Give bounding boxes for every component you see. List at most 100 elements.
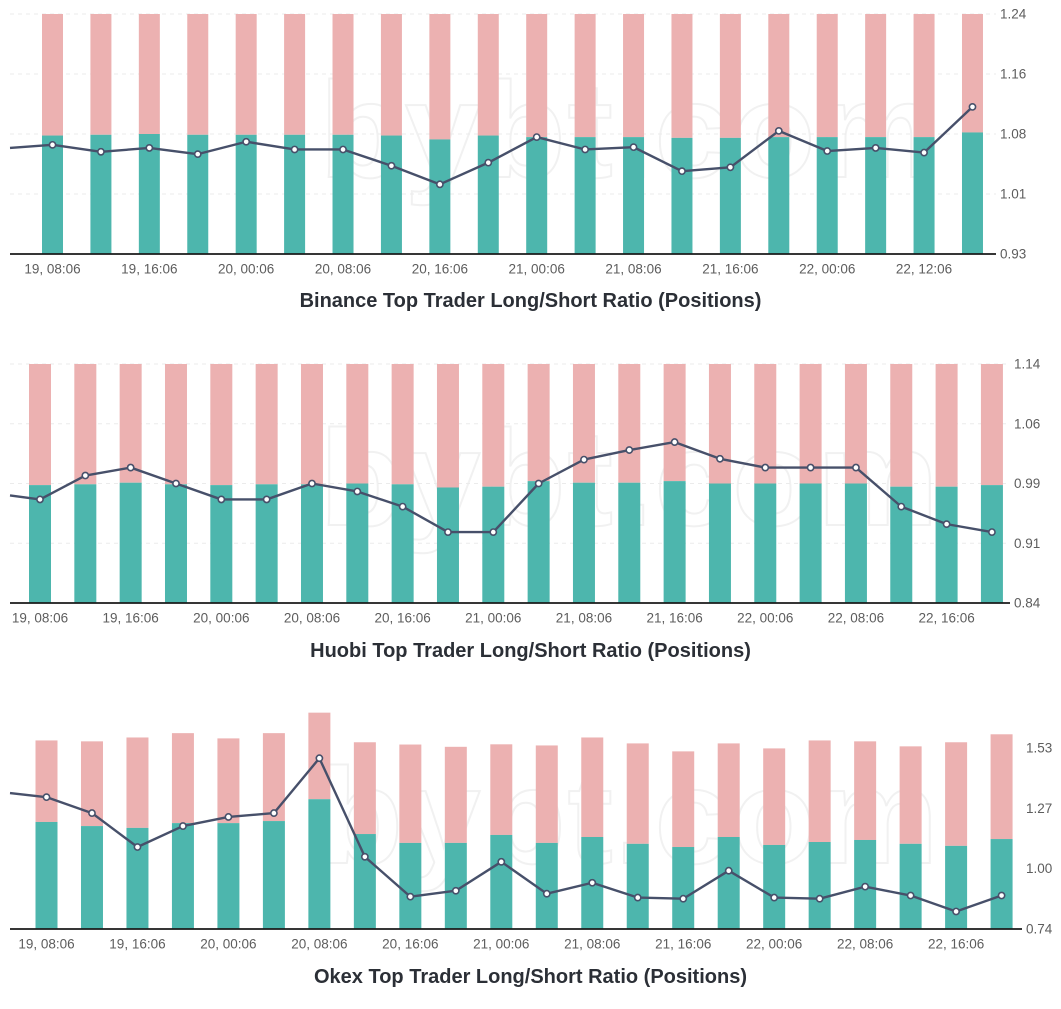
short-bar[interactable] [890, 364, 913, 487]
long-bar[interactable] [865, 137, 887, 254]
short-bar[interactable] [284, 14, 306, 135]
line-marker[interactable] [580, 455, 588, 464]
long-bar[interactable] [380, 135, 402, 254]
line-marker[interactable] [133, 843, 142, 851]
line-marker[interactable] [179, 822, 187, 830]
line-marker[interactable] [726, 163, 735, 172]
line-marker[interactable] [670, 438, 679, 446]
short-bar[interactable] [816, 14, 838, 138]
line-marker[interactable] [145, 144, 154, 152]
line-marker[interactable] [484, 158, 493, 167]
short-bar[interactable] [754, 364, 777, 484]
short-bar[interactable] [444, 746, 467, 843]
long-bar[interactable] [719, 137, 741, 254]
long-bar[interactable] [763, 844, 786, 929]
line-marker[interactable] [588, 878, 597, 887]
long-bar[interactable] [217, 823, 240, 929]
short-bar[interactable] [35, 740, 58, 822]
short-bar[interactable] [255, 364, 278, 485]
long-bar[interactable] [671, 137, 693, 254]
line-marker[interactable] [360, 852, 369, 861]
line-marker[interactable] [224, 813, 233, 821]
line-marker[interactable] [532, 133, 541, 141]
huobi-chart[interactable]: 1.14 1.06 0.99 0.91 0.84 19, 08:06 19, 16:06 20… [9, 357, 1041, 626]
short-bar[interactable] [672, 751, 695, 848]
long-bar[interactable] [708, 483, 731, 604]
line-marker[interactable] [678, 167, 686, 176]
long-bar[interactable] [672, 847, 695, 929]
short-bar[interactable] [913, 14, 935, 138]
line-marker[interactable] [48, 140, 57, 149]
long-bar[interactable] [574, 137, 596, 254]
short-bar[interactable] [980, 364, 1003, 486]
okex-chart[interactable]: 1.53 1.27 1.00 0.74 19, 08:06 19, 16:06 20, 00… [9, 712, 1053, 952]
short-bar[interactable] [346, 364, 369, 484]
short-bar[interactable] [42, 14, 63, 136]
long-bar[interactable] [890, 486, 913, 603]
long-bar[interactable] [477, 135, 499, 254]
long-bar[interactable] [482, 486, 505, 603]
long-bar[interactable] [255, 484, 278, 603]
long-bar[interactable] [29, 485, 51, 603]
long-bar[interactable] [961, 132, 983, 254]
long-bar[interactable] [138, 134, 160, 254]
line-marker[interactable] [81, 471, 90, 480]
long-bar[interactable] [171, 823, 194, 929]
short-bar[interactable] [899, 746, 922, 844]
line-marker[interactable] [871, 144, 880, 152]
short-bar[interactable] [399, 744, 422, 843]
long-bar[interactable] [663, 481, 686, 603]
line-marker[interactable] [36, 495, 44, 504]
short-bar[interactable] [74, 364, 97, 485]
binance-chart[interactable]: 1.24 1.16 1.08 1.01 0.93 19, 08:06 19, 16:06 20… [9, 7, 1027, 277]
short-bar[interactable] [717, 743, 740, 837]
long-bar[interactable] [717, 836, 740, 929]
long-bar[interactable] [572, 482, 595, 603]
line-marker[interactable] [172, 479, 180, 488]
short-bar[interactable] [90, 14, 112, 135]
short-bar[interactable] [935, 364, 958, 487]
line-marker[interactable] [716, 454, 724, 463]
line-marker[interactable] [242, 137, 251, 146]
short-bar[interactable] [581, 737, 604, 837]
long-bar[interactable] [799, 483, 822, 604]
long-bar[interactable] [119, 482, 142, 603]
short-bar[interactable] [126, 737, 149, 828]
line-marker[interactable] [625, 446, 634, 454]
line-marker[interactable] [952, 907, 960, 916]
short-bar[interactable] [391, 364, 414, 485]
line-marker[interactable] [906, 891, 915, 900]
short-bar[interactable] [671, 14, 693, 138]
long-bar[interactable] [490, 834, 513, 929]
short-bar[interactable] [618, 364, 641, 483]
short-bar[interactable] [262, 733, 285, 822]
short-bar[interactable] [768, 14, 790, 138]
line-marker[interactable] [406, 892, 415, 901]
long-bar[interactable] [42, 135, 63, 254]
short-bar[interactable] [217, 738, 240, 824]
short-bar[interactable] [29, 364, 51, 486]
line-marker[interactable] [542, 889, 551, 898]
long-bar[interactable] [816, 137, 838, 254]
long-bar[interactable] [164, 484, 187, 603]
short-bar[interactable] [961, 14, 983, 133]
line-marker[interactable] [497, 857, 506, 866]
line-marker[interactable] [387, 161, 396, 170]
line-marker[interactable] [290, 145, 299, 154]
short-bar[interactable] [663, 364, 686, 482]
long-bar[interactable] [90, 134, 112, 254]
long-bar[interactable] [618, 482, 641, 603]
long-bar[interactable] [399, 842, 422, 929]
short-bar[interactable] [719, 14, 741, 138]
short-bar[interactable] [990, 734, 1013, 840]
short-bar[interactable] [574, 14, 596, 138]
line-marker[interactable] [193, 150, 202, 159]
long-bar[interactable] [187, 134, 209, 254]
line-marker[interactable] [398, 502, 407, 511]
long-bar[interactable] [262, 821, 285, 929]
long-bar[interactable] [284, 134, 306, 254]
long-bar[interactable] [623, 137, 645, 254]
short-bar[interactable] [300, 364, 323, 485]
short-bar[interactable] [490, 744, 513, 835]
short-bar[interactable] [808, 740, 831, 843]
